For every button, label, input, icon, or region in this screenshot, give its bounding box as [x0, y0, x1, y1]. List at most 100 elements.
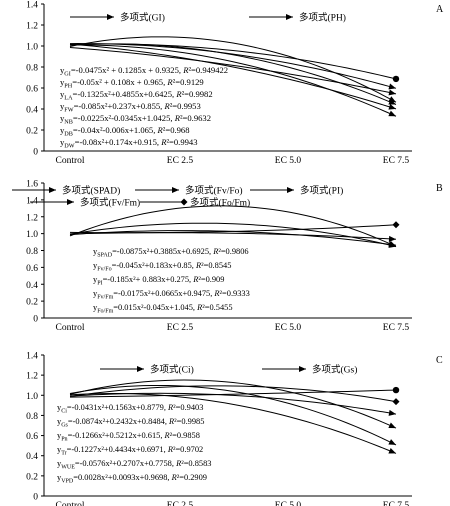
series-line: [69, 43, 397, 110]
series-end-diamond: [392, 221, 400, 229]
x-tick-label: Control: [55, 156, 84, 166]
series-end-diamond: [392, 398, 400, 406]
series-line: [69, 36, 397, 103]
series-end-arrow: [388, 235, 396, 242]
series-end-arrow: [388, 240, 396, 247]
y-tick-label: 0.4: [26, 106, 38, 116]
legend-arrow-icon: [287, 187, 294, 193]
y-tick-label: 1.2: [26, 22, 38, 32]
series-line: [69, 47, 397, 95]
series-end-circle: [392, 75, 400, 83]
equation-label: yDW=-0.08x²+0.174x+0.915, R²=0.9943: [60, 137, 198, 150]
y-tick-label: 0.6: [26, 432, 38, 442]
legend-arrow-icon: [49, 187, 56, 193]
legend-arrow-icon: [172, 187, 179, 193]
x-tick-label: EC 7.5: [383, 501, 410, 506]
equation-label: yPH=-0.05x² + 0.108x + 0.965, R²=0.9129: [60, 77, 204, 90]
chart-panel-b: 0 0.2 0.4 0.6 0.8 1.0 1.2 1.4 1.6 Control EC 2.5 EC…: [12, 180, 443, 333]
panel-label: A: [436, 4, 444, 15]
series-line: [69, 385, 397, 403]
y-tick-label: 1.4: [26, 196, 38, 206]
series-line: [69, 222, 397, 248]
y-tick-label: 1.4: [26, 352, 38, 362]
equation-label: yTr=-0.1227x²+0.4434x+0.6971, R²=0.9702: [57, 445, 203, 457]
equation-label: yFo/Fm=0.015x²-0.045x+1.045, R²=0.5455: [93, 303, 233, 315]
legend-label: 多项式(SPAD): [62, 185, 120, 197]
legend-label: 多项式(GI): [120, 12, 165, 24]
y-tick-label: 0.2: [26, 472, 38, 482]
series-line: [69, 224, 397, 234]
equation-label: yCi=-0.0431x²+0.1563x+0.8779, R²=0.9403: [57, 403, 203, 415]
equation-label: ySPAD=-0.0875x²+0.3885x+0.6925, R²=0.980…: [93, 247, 249, 259]
legend-label: 多项式(Gs): [312, 364, 357, 376]
y-tick-label: 1.0: [26, 43, 38, 53]
y-tick-label: 1.2: [26, 213, 38, 223]
legend-label: 多项式(Fo/Fm): [190, 197, 250, 209]
series-end-arrow: [388, 103, 396, 110]
y-tick-label: 1.6: [26, 180, 38, 190]
y-tick-label: 0.4: [26, 452, 38, 462]
y-tick-label: 1.4: [26, 1, 38, 11]
equation-label: yGI=-0.0475x² + 0.1285x + 0.9325, R²=0.9…: [60, 65, 228, 78]
legend-arrow-icon: [107, 14, 114, 20]
series-end-arrow: [388, 409, 396, 416]
panel-label: B: [436, 183, 443, 194]
equation-label: yVPD=0.0028x²+0.0093x+0.9698, R²=0.2909: [57, 473, 207, 485]
series-end-arrow: [388, 110, 396, 117]
x-tick-label: EC 7.5: [383, 323, 410, 333]
legend-label: 多项式(Fv/Fm): [80, 197, 140, 209]
x-tick-label: EC 5.0: [275, 156, 302, 166]
y-tick-label: 0: [33, 493, 38, 503]
equation-label: yNB=-0.0225x²-0.0345x+1.0425, R²=0.9632: [60, 113, 211, 126]
legend-arrow-icon: [137, 366, 144, 372]
chart-panel-a: 0 0.2 0.4 0.6 0.8 1.0 1.2 1.4 Control EC 2.5 EC 5.…: [26, 1, 444, 167]
x-tick-label: EC 5.0: [275, 323, 302, 333]
equation-label: yDB=-0.04x²-0.006x+1.065, R²=0.968: [60, 125, 190, 138]
y-tick-label: 0: [33, 315, 38, 325]
series-end-arrow: [388, 83, 396, 90]
equation-label: yLA=-0.1325x²+0.4855x+0.6425, R²=0.9982: [60, 89, 213, 102]
legend-diamond-icon: [180, 198, 188, 206]
legend-label: 多项式(Ci): [150, 364, 194, 376]
x-tick-label: Control: [55, 501, 84, 506]
series-end-circle: [392, 386, 400, 394]
series-end-arrow: [388, 447, 396, 454]
chart-panel-c: 0 0.2 0.4 0.6 0.8 1.0 1.2 1.4 Control EC 2.5 EC 5.…: [26, 352, 443, 506]
series-line: [69, 379, 397, 429]
y-tick-label: 0.2: [26, 298, 38, 308]
equation-label: yPI=-0.185x²+ 0.883x+0.275, R²=0.909: [93, 275, 224, 287]
x-tick-label: EC 2.5: [167, 323, 194, 333]
y-tick-label: 1.2: [26, 372, 38, 382]
legend-label: 多项式(Fv/Fo): [185, 185, 243, 197]
series-end-arrow: [388, 89, 396, 96]
x-tick-label: EC 2.5: [167, 156, 194, 166]
series-line: [69, 384, 397, 446]
equation-label: yGs=-0.0874x²+0.2432x+0.8484, R²=0.9985: [57, 417, 204, 429]
y-tick-label: 0.4: [26, 281, 38, 291]
y-tick-label: 1.0: [26, 230, 38, 240]
legend-arrow-icon: [299, 366, 306, 372]
series-end-arrow: [388, 439, 396, 445]
panel-label: C: [436, 355, 443, 366]
equation-label: yPn=-0.1266x²+0.5212x+0.615, R²=0.9858: [57, 431, 200, 443]
series-line: [69, 44, 397, 117]
y-tick-label: 0.8: [26, 247, 38, 257]
equation-label: yFv/Fo=-0.045x²+0.183x+0.85, R²=0.8545: [93, 261, 231, 273]
x-tick-label: EC 7.5: [383, 156, 410, 166]
series-end-arrow: [388, 422, 396, 429]
y-tick-label: 0.8: [26, 64, 38, 74]
x-tick-label: EC 2.5: [167, 501, 194, 506]
series-line: [69, 205, 397, 247]
equation-label: yFW=-0.085x²+0.237x+0.855, R²=0.9953: [60, 101, 201, 114]
legend-label: 多项式(PI): [300, 185, 343, 197]
series-line: [69, 393, 397, 454]
y-tick-label: 1.0: [26, 392, 38, 402]
equation-label: yWUE=-0.0576x²+0.2707x+0.7758, R²=0.8583: [57, 459, 211, 471]
legend-label: 多项式(PH): [299, 12, 346, 24]
equation-label: yFv/Fm=-0.0175x²+0.0665x+0.9475, R²=0.93…: [93, 289, 250, 301]
legend-arrow-icon: [286, 14, 293, 20]
y-tick-label: 0.8: [26, 412, 38, 422]
y-tick-label: 0: [33, 148, 38, 158]
legend-arrow-icon: [67, 199, 74, 205]
